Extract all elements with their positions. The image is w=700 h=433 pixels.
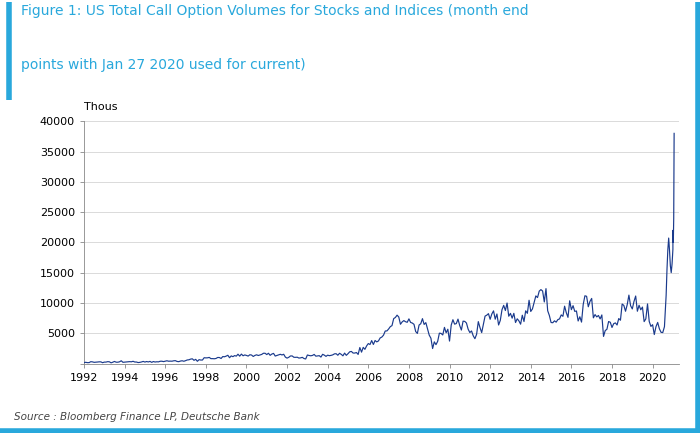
Text: Source : Bloomberg Finance LP, Deutsche Bank: Source : Bloomberg Finance LP, Deutsche … bbox=[14, 412, 260, 422]
Text: points with Jan 27 2020 used for current): points with Jan 27 2020 used for current… bbox=[21, 58, 306, 72]
Text: Thous: Thous bbox=[84, 102, 118, 112]
Text: Figure 1: US Total Call Option Volumes for Stocks and Indices (month end: Figure 1: US Total Call Option Volumes f… bbox=[21, 4, 528, 18]
